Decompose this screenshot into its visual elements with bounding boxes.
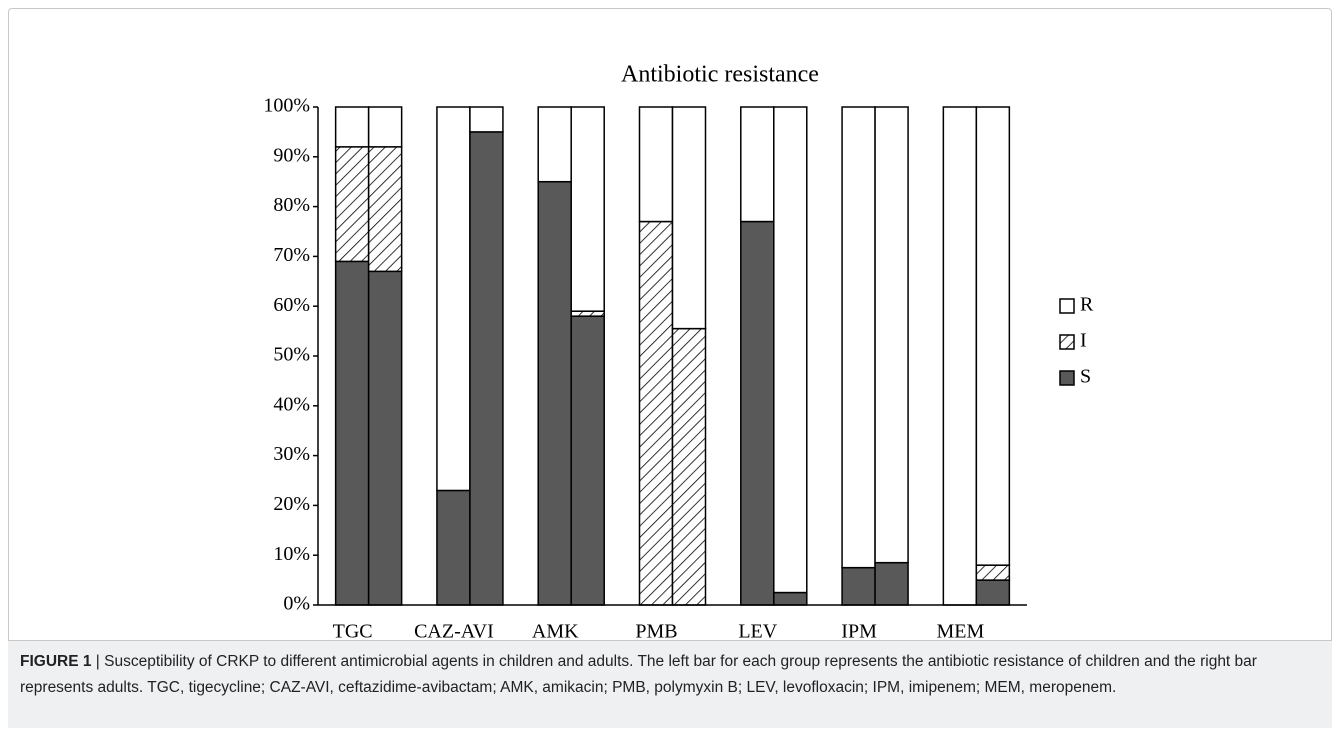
legend-label: R [1080, 294, 1094, 316]
bar-segment [367, 270, 403, 606]
bar-segment [367, 146, 403, 273]
bar-segment [841, 106, 876, 569]
chart: Antibiotic resistance 0% 10% 20% 30% 40% 50% 6… [263, 62, 1094, 641]
bar-segment [841, 566, 876, 606]
bar-segment [570, 106, 605, 312]
bar-segment [874, 106, 909, 564]
legend-label: S [1080, 366, 1091, 388]
caption-label: FIGURE 1 [20, 653, 92, 670]
x-tick-label: TGC [333, 621, 373, 640]
bar-segment [334, 146, 370, 263]
legend-swatch [1059, 334, 1075, 350]
chart-title: Antibiotic resistance [621, 62, 819, 88]
bar-segment [469, 106, 504, 133]
bar-segment [570, 315, 605, 606]
y-tick-label: 0% [283, 593, 310, 615]
bar-segment [942, 106, 978, 606]
bar-segment [773, 106, 808, 594]
bar-segment [638, 220, 674, 606]
bar-segment [436, 489, 471, 606]
y-tick-label: 100% [263, 95, 310, 117]
bar-segment [671, 327, 707, 606]
x-tick-label: PMB [635, 621, 677, 640]
x-tick-label: LEV [738, 621, 777, 640]
bar-segment [740, 106, 775, 223]
bar-segment [469, 131, 504, 606]
x-tick-label: IPM [841, 621, 877, 640]
x-tick-label: CAZ-AVI [414, 621, 494, 640]
y-tick-label: 90% [273, 144, 310, 166]
bar-segment [638, 106, 674, 223]
bar-segment [740, 220, 775, 606]
legend-label: I [1080, 330, 1087, 352]
caption-text: | Susceptibility of CRKP to different an… [20, 653, 1257, 696]
bar-segment [436, 106, 471, 492]
legend-swatch [1059, 298, 1075, 314]
x-tick-label: MEM [936, 621, 984, 640]
y-tick-label: 20% [273, 493, 310, 515]
bar-segment [975, 564, 1011, 581]
y-tick-label: 10% [273, 543, 310, 565]
y-tick-label: 30% [273, 443, 310, 465]
y-tick-label: 40% [273, 393, 310, 415]
bar-segment [537, 180, 572, 606]
bar-segment [671, 106, 707, 330]
x-tick-label: AMK [532, 621, 579, 640]
y-tick-label: 60% [273, 294, 310, 316]
legend-swatch [1059, 370, 1075, 386]
bar-segment [367, 106, 403, 148]
bar-segment [537, 106, 572, 183]
caption: FIGURE 1 | Susceptibility of CRKP to dif… [8, 640, 1332, 728]
y-tick-label: 70% [273, 244, 310, 266]
bar-segment [334, 106, 370, 148]
bar-segment [874, 561, 909, 606]
y-tick-label: 50% [273, 344, 310, 366]
bar-segment [773, 591, 808, 606]
bar-segment [975, 106, 1011, 566]
y-tick-label: 80% [273, 194, 310, 216]
bar-segment [334, 260, 370, 606]
bar-segment [975, 579, 1011, 606]
